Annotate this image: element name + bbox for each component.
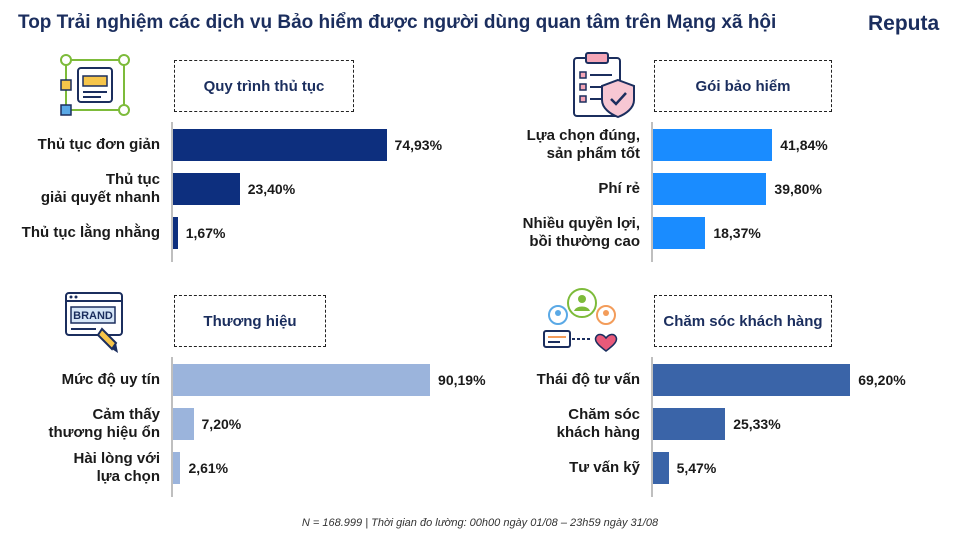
chart-axis bbox=[171, 122, 173, 262]
footnote: N = 168.999 | Thời gian đo lường: 00h00 … bbox=[301, 517, 659, 529]
bar bbox=[173, 452, 181, 484]
chart-axis bbox=[171, 357, 173, 497]
category-tag: Gói bảo hiểm bbox=[654, 60, 832, 112]
value-label: 74,93% bbox=[394, 137, 443, 153]
chart-axis bbox=[651, 122, 653, 262]
value-label: 5,47% bbox=[676, 460, 717, 476]
brand-text: Reputa bbox=[868, 12, 940, 35]
svg-text:BRAND: BRAND bbox=[73, 310, 113, 322]
category-label: Lựa chọn đúng, sản phẩm tốt bbox=[526, 127, 640, 162]
bar bbox=[653, 364, 851, 396]
category-label: Thái độ tư vấn bbox=[536, 371, 640, 388]
value-label: 41,84% bbox=[780, 137, 828, 153]
category-label: Nhiều quyền lợi, bồi thường cao bbox=[522, 215, 640, 250]
chart-title: Thương hiệu bbox=[203, 312, 297, 330]
panel-quy-trinh-thu-tuc: Quy trình thủ tục Thủ tục đơn giản 74,93%… bbox=[0, 50, 470, 285]
chart-title: Quy trình thủ tục bbox=[203, 77, 325, 95]
bar bbox=[173, 129, 387, 161]
value-label: 90,19% bbox=[438, 372, 486, 388]
category-label: Thủ tục lằng nhằng bbox=[21, 224, 160, 241]
category-label: Hài lòng với lựa chọn bbox=[73, 450, 160, 485]
checklist-shield-icon bbox=[573, 52, 635, 119]
bar bbox=[653, 452, 669, 484]
value-label: 2,61% bbox=[188, 460, 229, 476]
category-label: Thủ tục đơn giản bbox=[37, 136, 160, 153]
value-label: 23,40% bbox=[247, 181, 296, 197]
page-title: Top Trải nghiệm các dịch vụ Bảo hiểm đượ… bbox=[18, 12, 777, 33]
value-label: 18,37% bbox=[713, 225, 761, 241]
bar bbox=[653, 217, 706, 249]
bar bbox=[653, 173, 767, 205]
category-tag: Thương hiệu bbox=[174, 295, 326, 347]
value-label: 69,20% bbox=[858, 372, 906, 388]
bar bbox=[653, 408, 726, 440]
category-label: Chăm sóc khách hàng bbox=[556, 406, 640, 441]
bar bbox=[173, 173, 240, 205]
panel-cham-soc-khach-hang: Chăm sóc khách hàng Thái độ tư vấn 69,20%… bbox=[480, 285, 950, 520]
value-label: 25,33% bbox=[733, 416, 781, 432]
bar bbox=[173, 217, 178, 249]
chart-title: Chăm sóc khách hàng bbox=[663, 312, 823, 330]
category-tag: Quy trình thủ tục bbox=[174, 60, 354, 112]
panel-thuong-hieu: BRAND Thương hiệu Mức độ uy tín 90,19% Cảm… bbox=[0, 285, 486, 520]
bar bbox=[173, 408, 194, 440]
value-label: 39,80% bbox=[774, 181, 822, 197]
chart-axis bbox=[651, 357, 653, 497]
category-label: Tư vấn kỹ bbox=[569, 459, 640, 476]
category-label: Mức độ uy tín bbox=[61, 371, 160, 388]
process-flow-icon bbox=[60, 54, 130, 116]
brand-pen-icon: BRAND bbox=[65, 292, 123, 353]
value-label: 1,67% bbox=[185, 225, 226, 241]
bar bbox=[173, 364, 431, 396]
bar bbox=[653, 129, 773, 161]
category-tag: Chăm sóc khách hàng bbox=[654, 295, 832, 347]
category-label: Thủ tục giải quyết nhanh bbox=[40, 171, 160, 206]
customer-care-icon bbox=[543, 288, 618, 352]
value-label: 7,20% bbox=[201, 416, 242, 432]
chart-title: Gói bảo hiểm bbox=[695, 77, 791, 95]
panel-goi-bao-hiem: Gói bảo hiểm Lựa chọn đúng, sản phẩm tốt 4… bbox=[480, 50, 950, 285]
category-label: Phí rẻ bbox=[598, 180, 640, 197]
category-label: Cảm thấy thương hiệu ổn bbox=[48, 406, 160, 441]
reputa-logo: Reputa bbox=[868, 12, 939, 36]
